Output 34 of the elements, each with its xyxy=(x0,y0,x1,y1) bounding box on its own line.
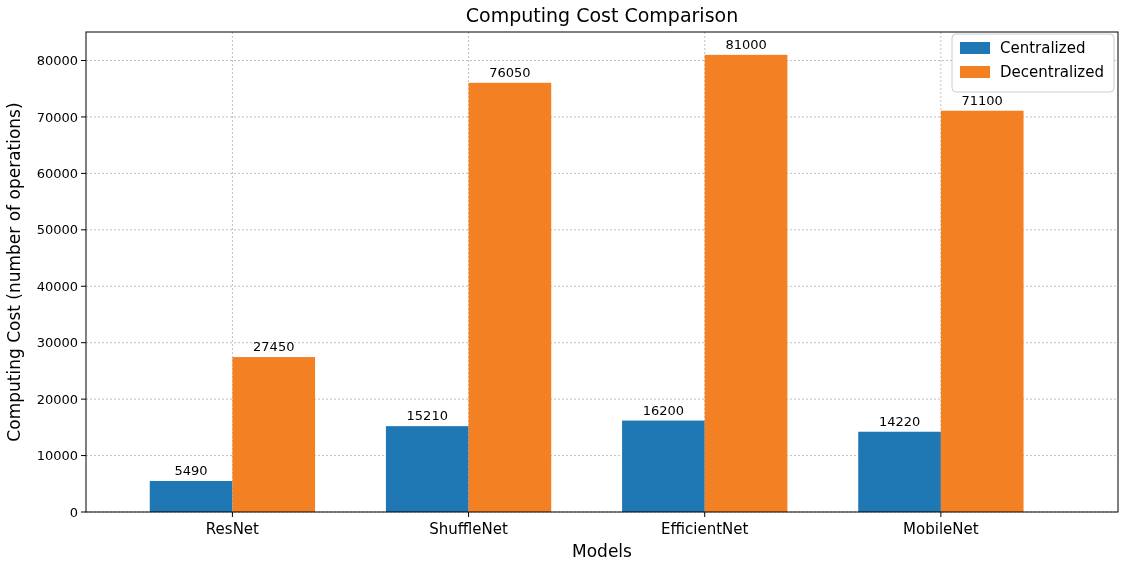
data-label: 81000 xyxy=(725,36,767,52)
bar xyxy=(385,426,469,512)
x-tick-label: ResNet xyxy=(205,520,260,538)
x-tick-label: ShuffleNet xyxy=(429,520,508,538)
x-axis-title: Models xyxy=(572,541,633,561)
y-tick-label: 50000 xyxy=(36,222,78,238)
legend-label: Decentralized xyxy=(1000,63,1104,81)
bar xyxy=(149,481,233,512)
data-label: 76050 xyxy=(489,64,531,80)
data-label: 15210 xyxy=(406,408,448,424)
bar xyxy=(468,82,552,512)
legend-label: Centralized xyxy=(1000,39,1086,57)
y-tick-label: 30000 xyxy=(36,335,78,351)
y-tick-label: 70000 xyxy=(36,109,78,125)
data-label: 5490 xyxy=(174,463,208,479)
bar xyxy=(232,357,316,512)
data-label: 71100 xyxy=(961,92,1003,108)
chart-title: Computing Cost Comparison xyxy=(465,4,739,26)
bar xyxy=(622,420,705,512)
bar xyxy=(704,54,788,512)
y-axis-title: Computing Cost (number of operations) xyxy=(4,102,24,442)
bar xyxy=(858,431,941,512)
y-tick-label: 40000 xyxy=(36,278,78,294)
y-tick-label: 80000 xyxy=(36,53,78,69)
y-tick-label: 60000 xyxy=(36,165,78,181)
data-label: 27450 xyxy=(253,339,295,355)
data-label: 14220 xyxy=(878,413,921,429)
x-tick-label: MobileNet xyxy=(903,520,979,538)
y-tick-label: 10000 xyxy=(36,448,78,464)
data-label: 16200 xyxy=(642,402,685,418)
y-tick-label: 0 xyxy=(69,504,78,520)
x-tick-label: EfficientNet xyxy=(661,520,749,538)
bar xyxy=(940,110,1024,512)
y-tick-label: 20000 xyxy=(36,391,78,407)
